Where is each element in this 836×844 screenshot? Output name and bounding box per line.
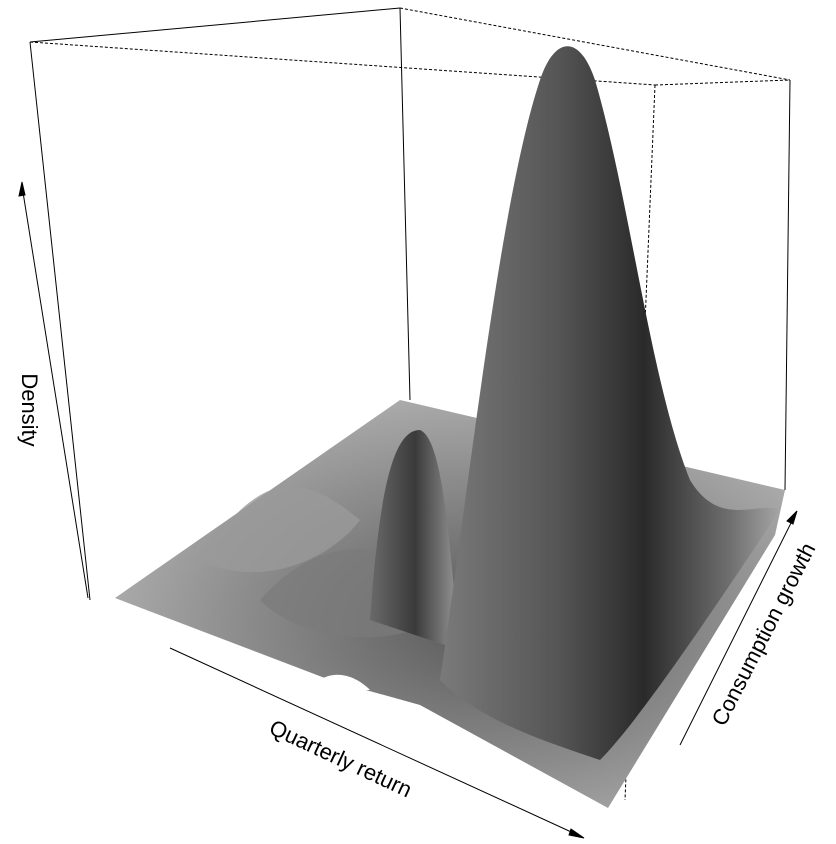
z-axis-label: Density xyxy=(17,373,42,446)
x-axis-label: Quarterly return xyxy=(266,715,416,803)
surface xyxy=(115,46,785,808)
axes xyxy=(18,181,798,839)
